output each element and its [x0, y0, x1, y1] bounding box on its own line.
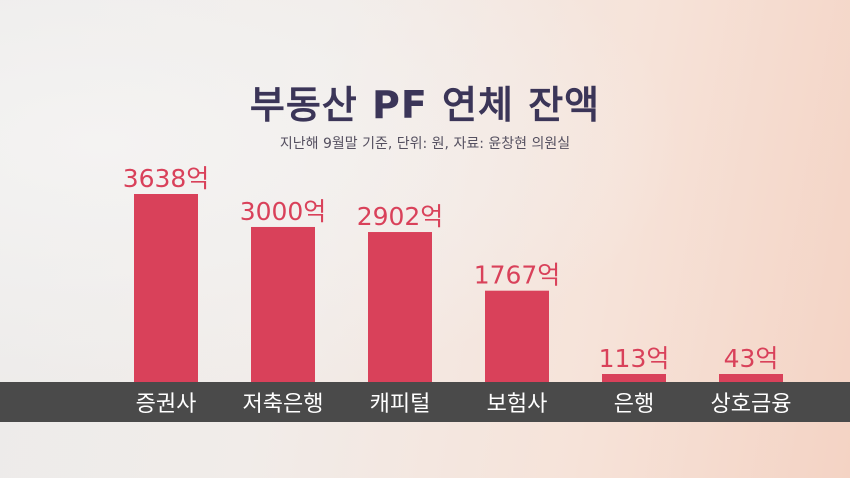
bar-6 [719, 374, 783, 382]
bar-5 [602, 374, 666, 382]
category-label-1: 증권사 [136, 392, 197, 417]
value-label-4: 1767억 [474, 261, 561, 290]
category-label-5: 은행 [614, 392, 654, 417]
category-band [0, 382, 850, 422]
value-label-2: 3000억 [240, 197, 327, 226]
chart-subtitle: 지난해 9월말 기준, 단위: 원, 자료: 윤창현 의원실 [279, 136, 571, 152]
bar-3 [368, 232, 432, 382]
category-label-3: 캐피털 [370, 392, 431, 417]
category-label-4: 보험사 [487, 392, 548, 417]
bar-1 [134, 194, 198, 382]
category-label-2: 저축은행 [243, 392, 324, 417]
value-label-6: 43억 [724, 344, 779, 373]
chart-title: 부동산 PF 연체 잔액 [249, 83, 601, 127]
value-label-3: 2902억 [357, 202, 444, 231]
value-label-1: 3638억 [123, 164, 210, 193]
category-label-6: 상호금융 [711, 392, 792, 417]
bar-4 [485, 290, 549, 382]
bar-2 [251, 226, 315, 382]
value-label-5: 113억 [599, 344, 670, 373]
